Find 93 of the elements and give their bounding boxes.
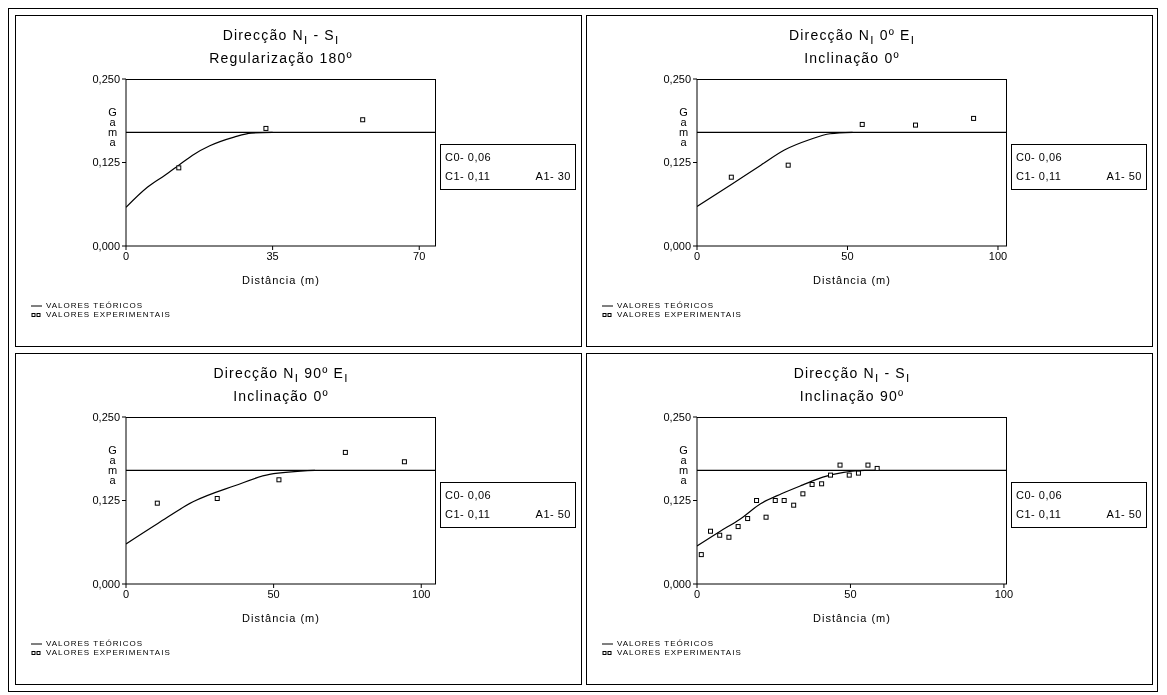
legend-label: VALORES TEÓRICOS xyxy=(46,639,144,648)
text: A1- 50 xyxy=(1106,169,1142,184)
y-tick-label: 0,250 xyxy=(92,410,120,423)
text: A1- 30 xyxy=(535,169,571,184)
x-tick-label: 50 xyxy=(267,587,280,600)
chart-title: Direcção N$_{I}$ 90º E$_{I}$ xyxy=(212,364,350,386)
y-axis-title: Gama xyxy=(108,444,118,486)
point xyxy=(728,174,734,180)
x-axis-title: Distância (m) xyxy=(242,612,320,624)
x-tick-label: 0 xyxy=(693,587,701,600)
y-axis-title: Gama xyxy=(108,106,118,148)
point xyxy=(726,534,732,540)
y-tick-label: 0,125 xyxy=(663,494,691,507)
x-tick-label: 100 xyxy=(412,587,431,600)
text: C0- 0,06 xyxy=(1016,150,1064,165)
point xyxy=(828,472,834,478)
point xyxy=(745,516,751,522)
legend-label: VALORES EXPERIMENTAIS xyxy=(617,648,742,657)
chart-subtitle: Inclinação 0º xyxy=(232,386,330,405)
point xyxy=(263,125,269,131)
point xyxy=(855,470,861,476)
y-tick-label: 0,250 xyxy=(663,410,691,423)
y-tick-label: 0,125 xyxy=(92,494,120,507)
text: C1- 0,11 xyxy=(1016,507,1062,522)
point xyxy=(763,514,769,520)
y-tick-label: 0,125 xyxy=(92,156,120,169)
point xyxy=(154,500,160,506)
text: C0- 0,06 xyxy=(445,150,493,165)
x-tick-label: 50 xyxy=(844,587,857,600)
text: A1- 50 xyxy=(535,507,571,522)
point xyxy=(913,122,919,128)
text: C0- 0,06 xyxy=(445,488,493,503)
x-tick-label: 0 xyxy=(122,587,130,600)
point xyxy=(708,528,714,534)
chart-title: Direcção N$_{I}$ 0º E$_{I}$ xyxy=(787,26,917,48)
x-tick-label: 100 xyxy=(994,587,1014,600)
text: C0- 0,06 xyxy=(1016,488,1064,503)
x-tick-label: 50 xyxy=(841,249,854,262)
point xyxy=(176,165,182,171)
point xyxy=(800,491,806,497)
x-tick-label: 100 xyxy=(988,249,1008,262)
point xyxy=(785,162,791,168)
y-tick-label: 0,250 xyxy=(663,72,691,85)
point xyxy=(735,524,741,530)
legend-label: VALORES EXPERIMENTAIS xyxy=(617,310,742,319)
chart-subtitle: Regularização 180º xyxy=(208,48,354,67)
y-tick-label: 0,000 xyxy=(663,577,691,590)
point xyxy=(791,502,797,508)
point xyxy=(874,465,880,471)
x-tick-label: 35 xyxy=(266,249,279,262)
x-axis-title: Distância (m) xyxy=(813,274,891,286)
legend-label: VALORES EXPERIMENTAIS xyxy=(46,310,171,319)
chart-subtitle: Inclinação 90º xyxy=(798,386,906,405)
y-axis-title: Gama xyxy=(679,106,689,148)
point xyxy=(781,498,787,503)
x-axis-title: Distância (m) xyxy=(813,612,891,624)
point xyxy=(837,462,843,468)
text: C1- 0,11 xyxy=(445,507,491,522)
point xyxy=(846,472,852,478)
point xyxy=(717,532,723,538)
point xyxy=(859,121,865,127)
x-tick-label: 0 xyxy=(693,249,701,262)
x-axis-title: Distância (m) xyxy=(242,274,320,286)
y-axis-title: Gama xyxy=(679,444,689,486)
point xyxy=(819,481,825,487)
y-tick-label: 0,125 xyxy=(663,156,691,169)
text: C1- 0,11 xyxy=(445,169,491,184)
text: C1- 0,11 xyxy=(1016,169,1062,184)
chart-title: Direcção N$_{I}$ - S$_{I}$ xyxy=(221,26,341,48)
point xyxy=(754,498,760,503)
point xyxy=(971,115,977,121)
y-tick-label: 0,000 xyxy=(663,239,691,252)
legend-label: VALORES EXPERIMENTAIS xyxy=(46,648,171,657)
y-tick-label: 0,000 xyxy=(92,239,120,252)
point xyxy=(772,498,778,503)
point xyxy=(360,117,366,123)
point xyxy=(401,459,407,465)
x-tick-label: 70 xyxy=(413,249,426,262)
point xyxy=(276,477,282,483)
chart-title: Direcção N$_{I}$ - S$_{I}$ xyxy=(792,364,912,386)
y-tick-label: 0,000 xyxy=(92,577,120,590)
legend-label: VALORES TEÓRICOS xyxy=(617,301,715,310)
point xyxy=(214,496,220,501)
y-tick-label: 0,250 xyxy=(92,72,120,85)
point xyxy=(865,462,871,468)
text: A1- 50 xyxy=(1106,507,1142,522)
legend-label: VALORES TEÓRICOS xyxy=(617,639,715,648)
point xyxy=(342,449,348,455)
point xyxy=(698,552,704,558)
chart-subtitle: Inclinação 0º xyxy=(803,48,901,67)
x-tick-label: 0 xyxy=(122,249,130,262)
point xyxy=(809,481,815,487)
legend-label: VALORES TEÓRICOS xyxy=(46,301,144,310)
